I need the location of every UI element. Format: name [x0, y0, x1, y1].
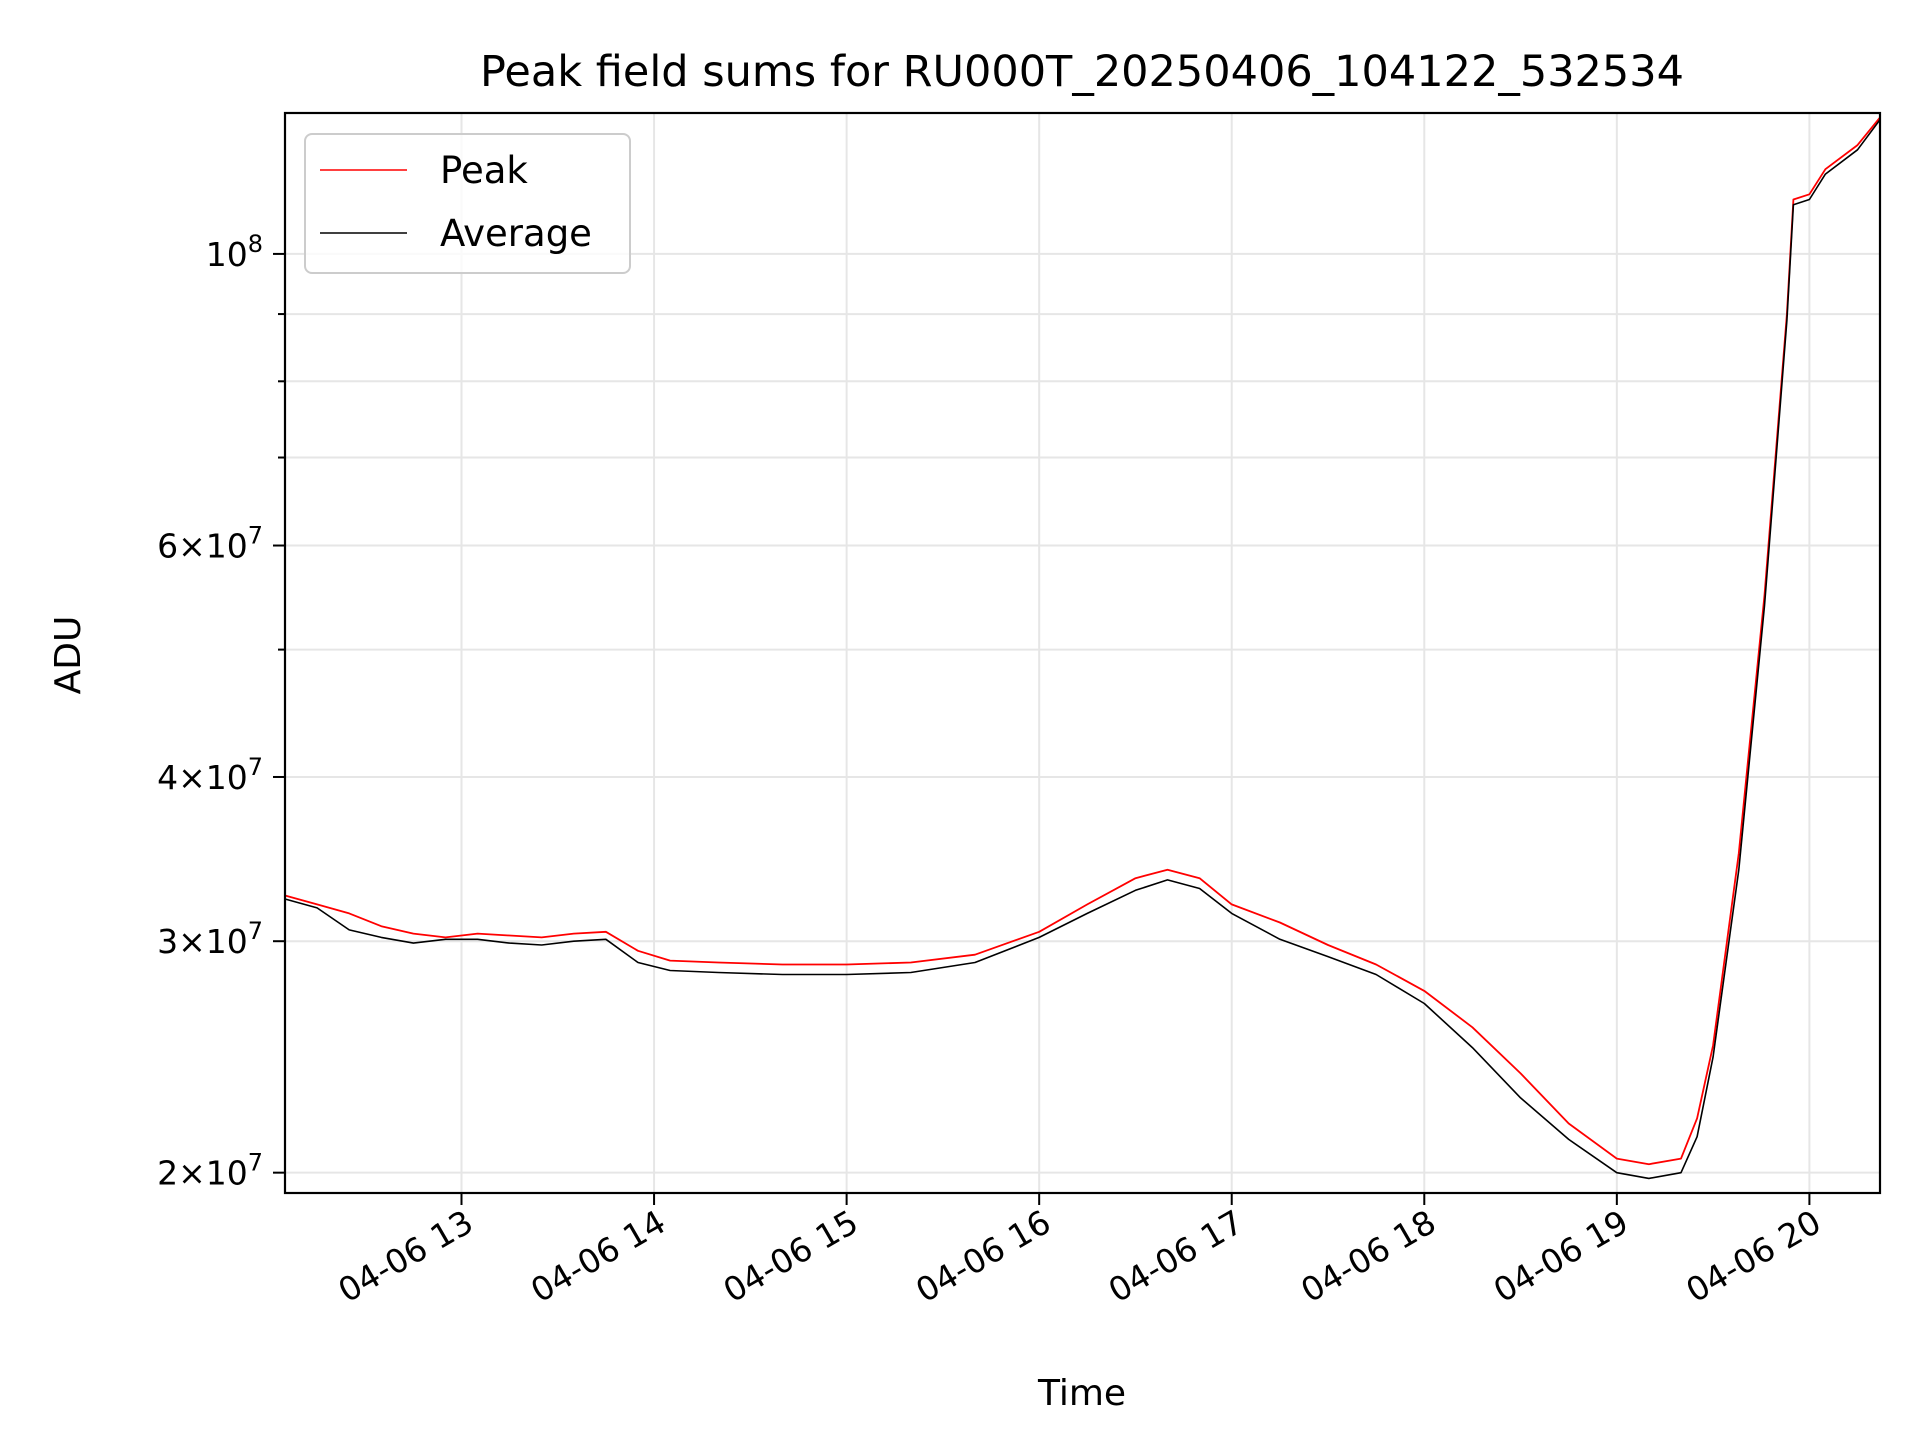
legend-label-average: Average: [440, 212, 592, 255]
y-axis-label: ADU: [48, 616, 89, 695]
y-tick-label: 2×107: [157, 1149, 263, 1193]
y-tick-label: 4×107: [157, 753, 263, 797]
y-tick-label: 108: [206, 230, 263, 274]
legend-label-peak: Peak: [440, 149, 528, 192]
legend-box: [304, 133, 631, 274]
grid-lines: [285, 113, 1880, 1193]
chart-title: Peak field sums for RU000T_20250406_1041…: [480, 47, 1684, 97]
y-tick-label: 3×107: [157, 917, 263, 961]
series-line-average: [284, 119, 1881, 1180]
x-axis-label: Time: [1037, 1373, 1126, 1414]
plot-frame: [283, 111, 1882, 1195]
y-tick-label: 6×107: [157, 522, 263, 566]
legend: Peak Average: [304, 133, 631, 274]
series-line-peak: [284, 116, 1881, 1166]
series-lines: [284, 116, 1881, 1180]
